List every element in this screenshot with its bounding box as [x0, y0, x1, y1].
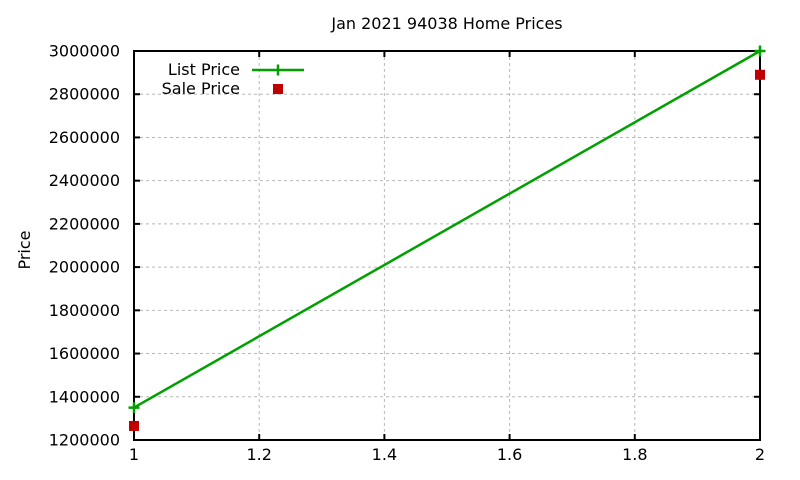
- plot-border: [133, 50, 761, 441]
- line-plus-swatch: [252, 64, 304, 75]
- y-tick-label: 2600000: [49, 128, 120, 147]
- x-tick-label: 1.6: [497, 445, 522, 464]
- x-tick-label: 2: [755, 445, 765, 464]
- data-point-plus: [128, 402, 140, 414]
- data-point-square: [755, 69, 765, 80]
- legend-item-list-price: List Price: [100, 60, 304, 79]
- y-tick-label: 1200000: [49, 431, 120, 450]
- data-point-plus: [754, 45, 766, 57]
- legend-item-sale-price: Sale Price: [100, 79, 304, 98]
- x-tick-label: 1.4: [372, 445, 397, 464]
- y-tick-label: 2400000: [49, 171, 120, 190]
- legend-label-sale-price: Sale Price: [161, 79, 240, 98]
- y-tick-label: 3000000: [49, 42, 120, 61]
- legend-label-list-price: List Price: [167, 60, 240, 79]
- y-tick-label: 1800000: [49, 301, 120, 320]
- x-tick-label: 1.8: [622, 445, 647, 464]
- series-line-list-price: [133, 49, 761, 409]
- data-point-square: [129, 420, 139, 431]
- legend: List Price Sale Price: [100, 60, 304, 98]
- y-tick-label: 2000000: [49, 258, 120, 277]
- square-swatch: [273, 83, 283, 94]
- y-tick-label: 2800000: [49, 85, 120, 104]
- x-tick-label: 1.2: [246, 445, 271, 464]
- chart-title: Jan 2021 94038 Home Prices: [331, 14, 563, 33]
- y-tick-label: 1400000: [49, 387, 120, 406]
- x-tick-label: 1: [129, 445, 139, 464]
- y-tick-label: 1600000: [49, 344, 120, 363]
- y-tick-label: 2200000: [49, 214, 120, 233]
- square-marker-icon: [273, 83, 283, 94]
